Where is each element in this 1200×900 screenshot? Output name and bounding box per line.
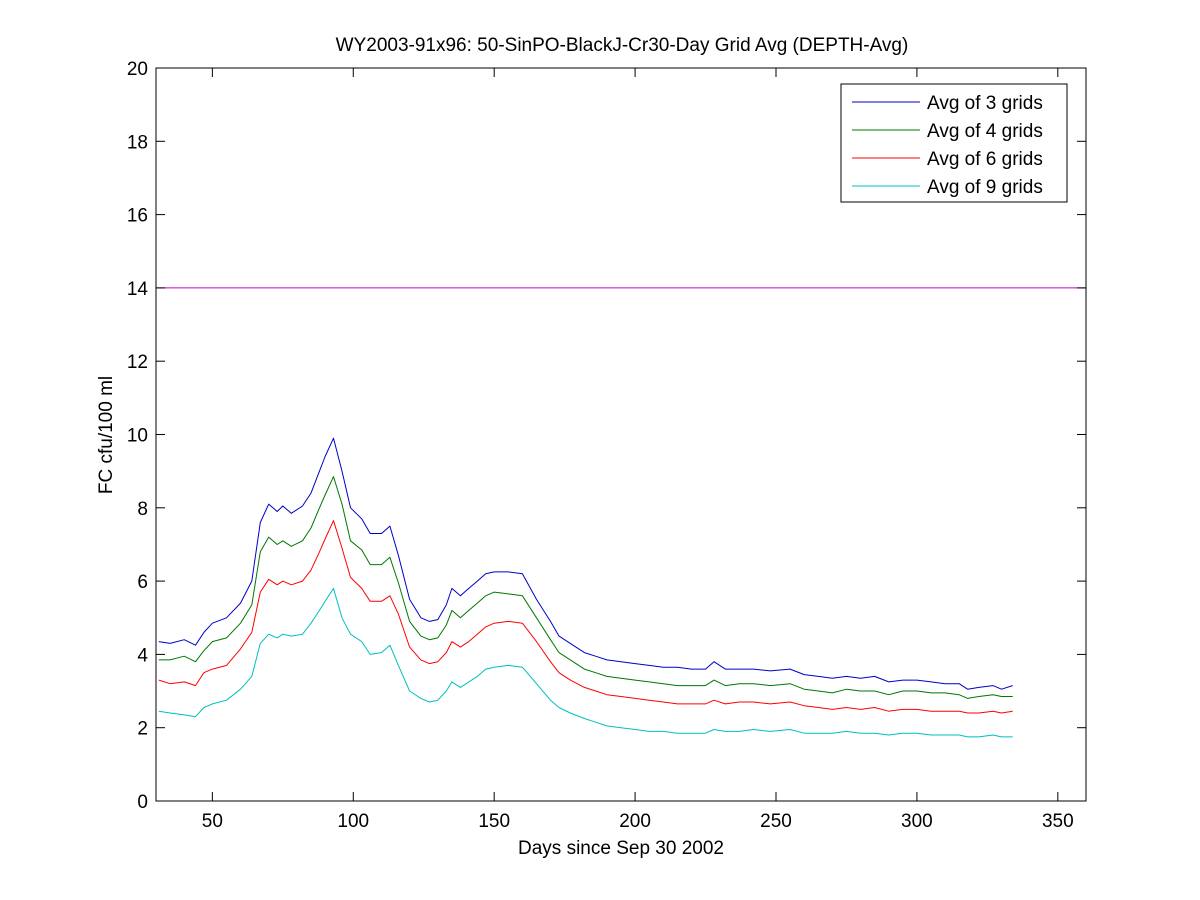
legend-box xyxy=(840,83,1068,203)
series-line-2 xyxy=(158,476,1013,699)
series-line-1 xyxy=(158,437,1013,690)
x-tick-label: 150 xyxy=(478,811,510,832)
y-tick-label: 16 xyxy=(127,206,148,227)
x-axis-label: Days since Sep 30 2002 xyxy=(518,838,724,859)
x-axis: 50 100 150 200 250 300 350 xyxy=(202,68,1074,832)
y-tick-label: 10 xyxy=(127,426,148,447)
x-tick-label: 350 xyxy=(1042,811,1074,832)
y-tick-label: 14 xyxy=(127,279,149,300)
series-layer xyxy=(158,437,1013,738)
series-line-3 xyxy=(158,520,1013,714)
legend-label-2: Avg of 4 grids xyxy=(927,121,1043,142)
y-tick-label: 8 xyxy=(137,499,148,520)
y-tick-label: 6 xyxy=(137,572,148,593)
legend-label-3: Avg of 6 grids xyxy=(927,149,1043,170)
y-tick-label: 12 xyxy=(127,352,148,373)
x-tick-label: 250 xyxy=(760,811,792,832)
y-tick-label: 18 xyxy=(127,132,148,153)
y-tick-label: 20 xyxy=(127,59,148,80)
series-line-4 xyxy=(158,587,1013,738)
y-axis-label: FC cfu/100 ml xyxy=(96,376,117,494)
y-tick-label: 2 xyxy=(137,719,148,740)
legend-label-1: Avg of 3 grids xyxy=(927,93,1043,114)
x-tick-label: 200 xyxy=(619,811,651,832)
x-tick-label: 50 xyxy=(202,811,223,832)
x-tick-label: 100 xyxy=(337,811,369,832)
legend-label-4: Avg of 9 grids xyxy=(927,177,1043,198)
y-axis: 0 2 4 6 8 10 12 14 16 18 20 xyxy=(127,59,1086,813)
x-tick-label: 300 xyxy=(901,811,933,832)
y-tick-label: 0 xyxy=(137,792,148,813)
legend: Avg of 3 grids Avg of 4 grids Avg of 6 gri… xyxy=(840,83,1068,203)
y-tick-label: 4 xyxy=(137,645,148,666)
chart-title: WY2003-91x96: 50-SinPO-BlackJ-Cr30-Day G… xyxy=(336,35,909,56)
